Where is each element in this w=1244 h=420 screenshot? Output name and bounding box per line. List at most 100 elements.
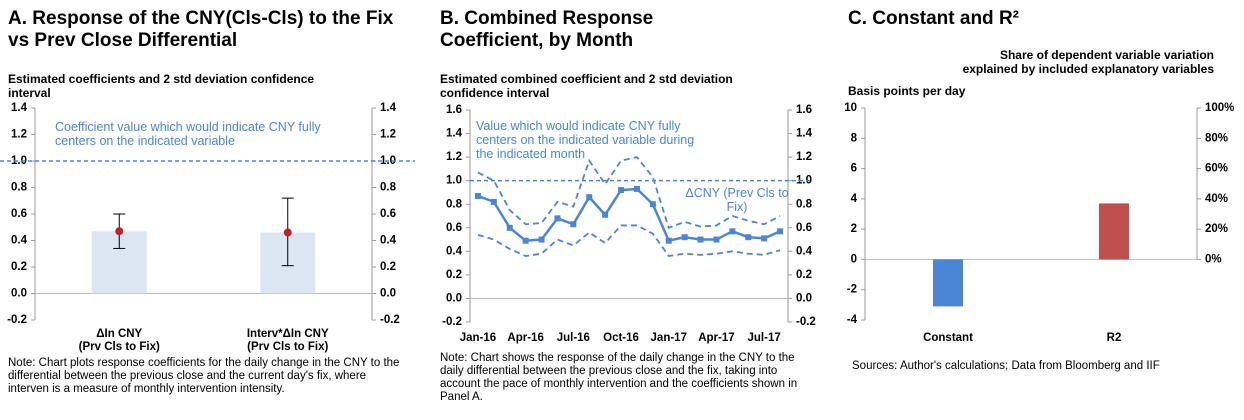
y2-tick-label: 1.4 — [380, 102, 397, 114]
y-tick-label: -0.2 — [442, 316, 462, 328]
y-tick-label: 8 — [851, 132, 858, 144]
y2-tick-label: 0.2 — [380, 261, 396, 273]
x-tick-label: Apr-16 — [507, 332, 543, 344]
y-tick-label: 1.6 — [446, 104, 462, 116]
marker — [474, 192, 481, 199]
y-tick-label: 6 — [851, 163, 857, 175]
x-tick-label: Interv*ΔIn CNY (Prv Cls to Fix) — [246, 328, 329, 353]
y-tick-label: 0 — [851, 253, 857, 265]
y2-tick-label: 1.2 — [380, 129, 396, 141]
y-tick-label: 0.4 — [11, 235, 28, 247]
marker — [729, 228, 736, 235]
bar — [1099, 203, 1129, 260]
x-tick-label: Constant — [923, 332, 973, 344]
note: Note: Chart shows the response of the da… — [440, 352, 798, 403]
note: Sources: Author's calculations; Data fro… — [852, 360, 1160, 372]
y2-tick-label: 0.2 — [796, 269, 812, 281]
marker — [697, 236, 704, 243]
line — [477, 224, 781, 258]
y-tick-label: -2 — [847, 284, 857, 296]
bar — [933, 259, 963, 307]
marker — [602, 211, 609, 218]
marker — [554, 215, 561, 222]
marker — [649, 201, 656, 208]
marker — [633, 185, 640, 192]
y-tick-label: 0.6 — [446, 222, 462, 234]
y2-tick-label: 1.2 — [796, 151, 812, 163]
y-tick-label: 10 — [844, 102, 857, 114]
y-axis-label: Basis points per day — [848, 84, 966, 98]
y2-tick-label: 0.4 — [796, 245, 813, 257]
marker — [538, 236, 545, 243]
marker — [665, 237, 672, 244]
line — [477, 156, 781, 229]
y2-tick-label: 0.8 — [796, 198, 813, 210]
y2-tick-label: 0.6 — [380, 208, 396, 220]
y2-tick-label: 1.4 — [796, 128, 813, 140]
y-tick-label: 1.2 — [446, 151, 462, 163]
y2-tick-label: 60% — [1205, 163, 1228, 175]
x-tick-label: ΔIn CNY (Prv Cls to Fix) — [78, 328, 160, 353]
x-tick-label: R2 — [1107, 332, 1122, 344]
annotation: ΔCNY (Prev Cls to Fix) — [685, 186, 789, 214]
panel-a: -0.2 0.0 0.2 0.4 0.6 0.8 1.0 1.2 1.4 -0.2 0.0 0.2 0.… — [0, 0, 420, 420]
x-tick-label: Apr-17 — [698, 332, 734, 344]
annotation: Coefficient value which would indicate C… — [55, 120, 321, 148]
y-tick-label: 0.6 — [11, 208, 27, 220]
y-tick-label: 0.2 — [446, 269, 462, 281]
y2-tick-label: 0.8 — [380, 182, 397, 194]
y2-tick-label: 0.0 — [796, 292, 812, 304]
y-tick-label: 1.0 — [11, 155, 27, 167]
y-tick-label: 0.2 — [11, 261, 27, 273]
y2-tick-label: 80% — [1205, 132, 1228, 144]
y-tick-label: 0.0 — [446, 292, 462, 304]
y2-tick-label: 1.0 — [796, 175, 812, 187]
marker — [713, 236, 720, 243]
x-tick-label: Jan-17 — [651, 332, 687, 344]
y2-tick-label: 40% — [1205, 193, 1228, 205]
chart-title: B. Combined Response Coefficient, by Mon… — [440, 8, 654, 51]
marker — [522, 237, 529, 244]
y-tick-label: 4 — [851, 193, 858, 205]
y2-tick-label: 100% — [1205, 102, 1234, 114]
y2-tick-label: -0.2 — [380, 314, 400, 326]
marker — [570, 221, 577, 228]
subtitle: Estimated combined coefficient and 2 std… — [440, 72, 733, 100]
x-tick-label: Jul-17 — [748, 332, 781, 344]
y-tick-label: 1.4 — [446, 128, 463, 140]
panel-b: -0.2 0.0 0.2 0.4 0.6 0.8 1.0 1.2 1.4 1.6 -0.2 0.0 0.… — [430, 0, 830, 420]
x-tick-label: Oct-16 — [603, 332, 639, 344]
y-tick-label: 0.4 — [446, 245, 463, 257]
marker — [761, 235, 768, 242]
y-tick-label: -0.2 — [7, 314, 27, 326]
marker — [506, 224, 513, 231]
note: Note: Chart plots response coefficients … — [8, 357, 400, 395]
estimate-point — [283, 228, 292, 237]
marker — [777, 228, 784, 235]
chart: -0.2 0.0 0.2 0.4 0.6 0.8 1.0 1.2 1.4 -0.2 0.0 0.2 0.… — [0, 102, 415, 326]
y-tick-label: 0.0 — [11, 288, 27, 300]
y-tick-label: 1.4 — [11, 102, 28, 114]
y2-tick-label: 0.6 — [796, 222, 812, 234]
marker — [618, 187, 625, 194]
annotation: Value which would indicate CNY fully cen… — [476, 119, 695, 161]
y-tick-label: -4 — [847, 314, 858, 326]
y2-tick-label: 20% — [1205, 223, 1228, 235]
marker — [681, 234, 688, 241]
panel-c: -4 -2 0 2 4 6 8 10 0% 20% 40% 60% 80% 100% Constant R2 … — [840, 0, 1244, 420]
x-tick-label: Jul-16 — [557, 332, 590, 344]
subtitle: Estimated coefficients and 2 std deviati… — [8, 72, 315, 100]
x-tick-label: Jan-16 — [460, 332, 496, 344]
marker — [586, 194, 593, 201]
y-tick-label: 0.8 — [11, 182, 28, 194]
y2-tick-label: 1.6 — [796, 104, 812, 116]
y2-tick-label: 0% — [1205, 253, 1222, 265]
y2-axis-label: Share of dependent variable variation ex… — [962, 48, 1214, 76]
y-tick-label: 1.2 — [11, 129, 27, 141]
chart-title: C. Constant and R² — [848, 8, 1019, 29]
estimate-point — [115, 227, 124, 236]
y2-tick-label: 0.4 — [380, 235, 397, 247]
marker — [490, 198, 497, 205]
